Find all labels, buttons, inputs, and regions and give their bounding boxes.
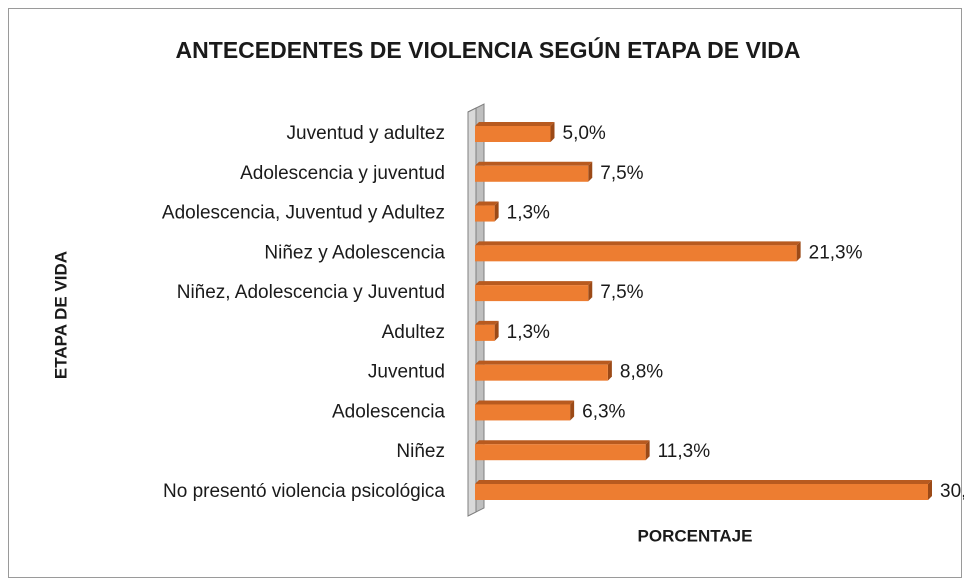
chart-title: ANTECEDENTES DE VIOLENCIA SEGÚN ETAPA DE…: [176, 36, 801, 63]
y-axis-label: ETAPA DE VIDA: [51, 251, 70, 379]
axis-wall-face: [467, 107, 477, 517]
bar-top: [475, 440, 650, 445]
y-tick-label: Juventud y adultez: [287, 123, 445, 144]
bar-top: [475, 161, 593, 166]
value-label: 7,5%: [600, 163, 643, 184]
bar-side: [645, 440, 650, 461]
bar-top: [475, 480, 932, 484]
value-label: 21,3%: [809, 242, 863, 263]
value-label: 7,5%: [600, 282, 643, 303]
y-tick-label: Niñez: [396, 441, 445, 462]
y-tick-label: Niñez y Adolescencia: [264, 242, 445, 263]
bar-top: [475, 400, 575, 405]
bar-side: [588, 161, 593, 182]
y-tick-label: Adolescencia, Juventud y Adultez: [162, 203, 445, 224]
value-label: 1,3%: [507, 322, 550, 343]
bar: [475, 285, 589, 302]
value-label: 1,3%: [507, 203, 550, 224]
y-tick-label: Adultez: [382, 322, 445, 343]
y-tick-label: Juventud: [368, 362, 445, 383]
value-label: 30,0%: [940, 481, 964, 502]
bar-top: [475, 241, 801, 246]
value-label: 6,3%: [582, 401, 625, 422]
y-tick-label: Adolescencia: [332, 401, 445, 422]
bar-top: [475, 320, 499, 325]
bar: [475, 364, 608, 381]
value-label: 11,3%: [658, 441, 711, 462]
bar-side: [588, 281, 593, 302]
bar: [475, 444, 646, 461]
y-tick-label: Niñez, Adolescencia y Juventud: [177, 282, 445, 303]
bar: [475, 205, 495, 222]
bar-top: [475, 360, 612, 365]
y-tick-label: No presentó violencia psicológica: [163, 481, 445, 502]
bar-side: [607, 360, 612, 381]
value-label: 5,0%: [563, 123, 606, 144]
bar-side: [928, 480, 932, 500]
bar-side: [550, 122, 555, 142]
bar: [475, 484, 928, 500]
bar: [475, 324, 495, 341]
bar-top: [475, 201, 499, 206]
bar-side: [494, 320, 499, 341]
y-tick-label: Adolescencia y juventud: [240, 163, 445, 184]
bar: [475, 245, 797, 262]
bar-top: [475, 281, 593, 286]
x-axis-label: PORCENTAJE: [638, 526, 753, 545]
bar: [475, 165, 589, 182]
bar-side: [570, 400, 575, 421]
bar-top: [475, 122, 555, 126]
bar: [475, 126, 551, 142]
bar-side: [796, 241, 801, 262]
bar-side: [494, 201, 499, 222]
value-label: 8,8%: [620, 362, 663, 383]
bar: [475, 404, 571, 421]
